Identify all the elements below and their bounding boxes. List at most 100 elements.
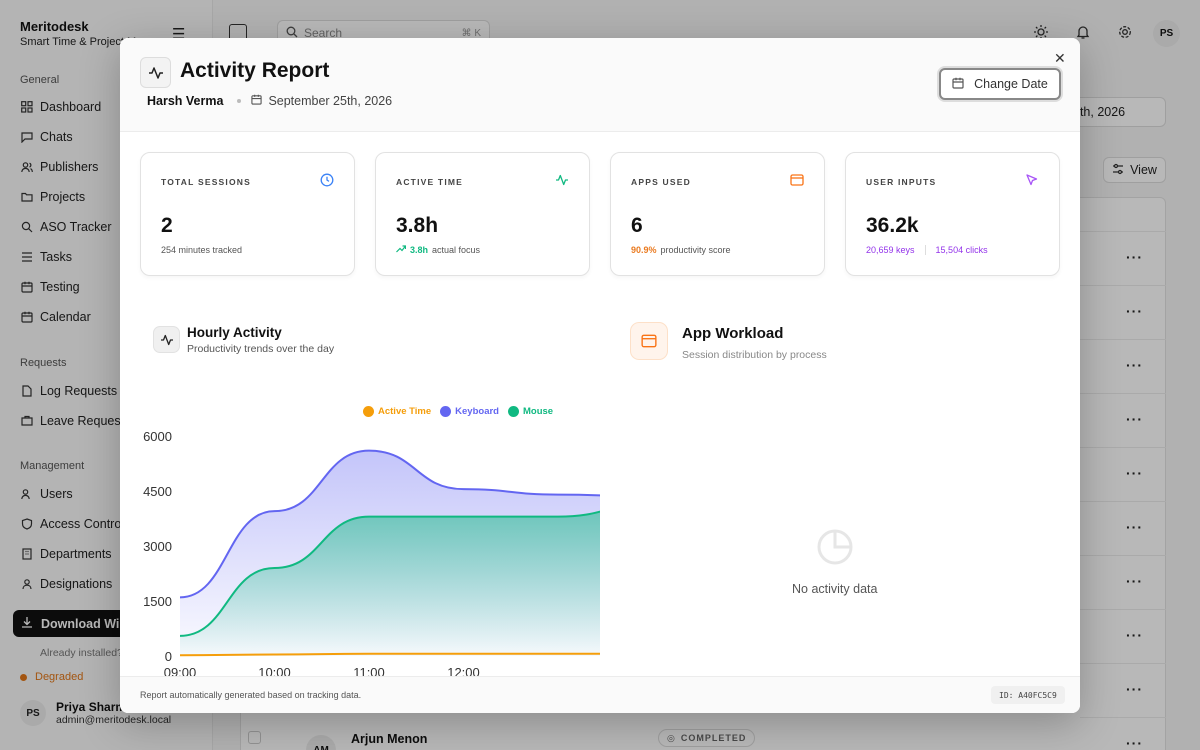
- view-button[interactable]: View: [1103, 157, 1166, 183]
- sidebar-item-label: Projects: [40, 190, 86, 204]
- row-actions-icon[interactable]: ···: [1126, 411, 1143, 427]
- row-actions-icon[interactable]: ···: [1126, 357, 1143, 373]
- sidebar-item-aso-tracker[interactable]: ASO Tracker: [20, 220, 112, 234]
- sidebar-item-label: Chats: [40, 130, 73, 144]
- stat-value: 2: [161, 214, 173, 237]
- table-divider: [1080, 555, 1166, 556]
- users-icon: [20, 161, 33, 174]
- row-actions-icon[interactable]: ···: [1126, 465, 1143, 481]
- sidebar-item-users[interactable]: Users: [20, 487, 73, 501]
- sidebar-item-label: Calendar: [40, 310, 91, 324]
- sidebar-item-label: Publishers: [40, 160, 99, 174]
- legend-item-mouse[interactable]: Mouse: [507, 406, 554, 417]
- sidebar-item-tasks[interactable]: Tasks: [20, 250, 72, 264]
- stat-card-active-time: ACTIVE TIME 3.8h 3.8h actual focus: [375, 152, 590, 276]
- search-shortcut: ⌘ K: [461, 27, 481, 39]
- app-workload-title: App Workload: [682, 325, 784, 342]
- avatar: PS: [20, 700, 46, 726]
- gear-icon[interactable]: [1117, 24, 1135, 42]
- user-menu[interactable]: PS Priya Sharma admin@meritodesk.local ⌃: [20, 700, 192, 726]
- row-checkbox[interactable]: [248, 731, 261, 744]
- stat-highlight: 90.9%: [631, 245, 657, 255]
- id-badge-icon: [20, 578, 33, 591]
- table-row[interactable]: AM Arjun Menon ◎ COMPLETED: [248, 729, 756, 750]
- report-date: September 25th, 2026: [251, 94, 392, 108]
- legend-item-keyboard[interactable]: Keyboard: [440, 406, 499, 417]
- change-date-button[interactable]: Change Date: [939, 68, 1061, 100]
- row-actions-icon[interactable]: ···: [1126, 681, 1143, 697]
- shield-icon: [20, 518, 33, 531]
- separator-dot: [237, 99, 242, 103]
- legend-swatch: [507, 406, 519, 417]
- system-status: Degraded: [20, 671, 83, 683]
- table-divider: [1080, 663, 1166, 664]
- user-email: admin@meritodesk.local: [56, 714, 172, 726]
- pie-chart-icon: [816, 528, 854, 566]
- stat-sub-text: productivity score: [660, 245, 731, 255]
- y-tick-label: 4500: [143, 484, 172, 499]
- stat-value: 6: [631, 214, 643, 237]
- avatar[interactable]: PS: [1153, 20, 1180, 47]
- legend-label: Keyboard: [455, 406, 499, 417]
- stat-card-apps-used: APPS USED 6 90.9% productivity score: [610, 152, 825, 276]
- legend-swatch: [440, 406, 452, 417]
- leave-icon: [20, 415, 33, 428]
- row-actions-icon[interactable]: ···: [1126, 519, 1143, 535]
- legend-item-active-time[interactable]: Active Time: [363, 406, 431, 417]
- sidebar-item-log-requests[interactable]: Log Requests: [20, 384, 117, 398]
- sidebar-item-dashboard[interactable]: Dashboard: [20, 100, 101, 114]
- row-actions-icon[interactable]: ···: [1126, 249, 1143, 265]
- close-icon[interactable]: ✕: [1054, 50, 1066, 66]
- row-actions-icon[interactable]: ···: [1126, 627, 1143, 643]
- brand-tagline: Smart Time & Project M: [20, 36, 137, 48]
- chat-icon: [20, 131, 33, 144]
- row-user-name: Arjun Menon: [351, 732, 428, 746]
- grid-icon: [20, 101, 33, 114]
- x-tick-label: 10:00: [258, 665, 291, 678]
- series-area-mouse: [180, 511, 600, 656]
- sidebar-item-chats[interactable]: Chats: [20, 130, 73, 144]
- table-divider: [1080, 717, 1166, 718]
- stat-card-sessions: TOTAL SESSIONS 2 254 minutes tracked: [140, 152, 355, 276]
- row-actions-icon[interactable]: ···: [1126, 735, 1143, 750]
- clock-icon: [320, 173, 334, 187]
- status-badge: ◎ COMPLETED: [658, 729, 756, 747]
- check-circle-icon: ◎: [667, 732, 676, 743]
- sidebar-item-calendar[interactable]: Calendar: [20, 310, 91, 324]
- report-user: Harsh Verma: [147, 94, 224, 108]
- series-line-keyboard: [179, 449, 600, 599]
- status-badge-label: COMPLETED: [680, 733, 747, 743]
- report-id: ID: A40FC5C9: [991, 686, 1065, 704]
- row-actions-icon[interactable]: ···: [1126, 573, 1143, 589]
- legend-label: Mouse: [522, 406, 554, 417]
- y-tick-label: 1500: [143, 594, 172, 609]
- sidebar-item-departments[interactable]: Departments: [20, 547, 112, 561]
- sidebar-item-projects[interactable]: Projects: [20, 190, 85, 204]
- footer-text: Report automatically generated based on …: [140, 690, 362, 700]
- clicks-count: 15,504 clicks: [935, 245, 988, 255]
- sidebar-item-designations[interactable]: Designations: [20, 577, 112, 591]
- nav-group-management: Management: [20, 460, 85, 472]
- app-window-icon: [630, 322, 668, 360]
- series-line-active-time: [179, 652, 600, 657]
- bell-icon[interactable]: [1075, 24, 1093, 42]
- hourly-activity-chart: 0150030004500600009:0010:0011:0012:0014:…: [143, 429, 600, 678]
- status-label: Degraded: [35, 671, 84, 683]
- sidebar-item-leave-request[interactable]: Leave Request: [20, 414, 124, 428]
- chart-legend: Active Time Keyboard Mouse: [363, 406, 553, 417]
- table-divider: [1080, 393, 1166, 394]
- report-meta: Harsh Verma September 25th, 2026: [147, 94, 392, 108]
- report-date-label: September 25th, 2026: [268, 94, 393, 108]
- sidebar-item-testing[interactable]: Testing: [20, 280, 80, 294]
- sidebar-item-label: Departments: [40, 547, 112, 561]
- stat-label: USER INPUTS: [866, 177, 937, 187]
- series-line-mouse: [179, 510, 600, 637]
- y-tick-label: 0: [165, 649, 172, 664]
- stat-sub: 90.9% productivity score: [631, 245, 731, 255]
- row-actions-icon[interactable]: ···: [1126, 303, 1143, 319]
- legend-label: Active Time: [378, 406, 432, 417]
- sidebar-item-publishers[interactable]: Publishers: [20, 160, 98, 174]
- sidebar-item-access-control[interactable]: Access Control: [20, 517, 124, 531]
- already-installed-link[interactable]: Already installed?: [40, 647, 123, 659]
- stat-label: TOTAL SESSIONS: [161, 177, 252, 187]
